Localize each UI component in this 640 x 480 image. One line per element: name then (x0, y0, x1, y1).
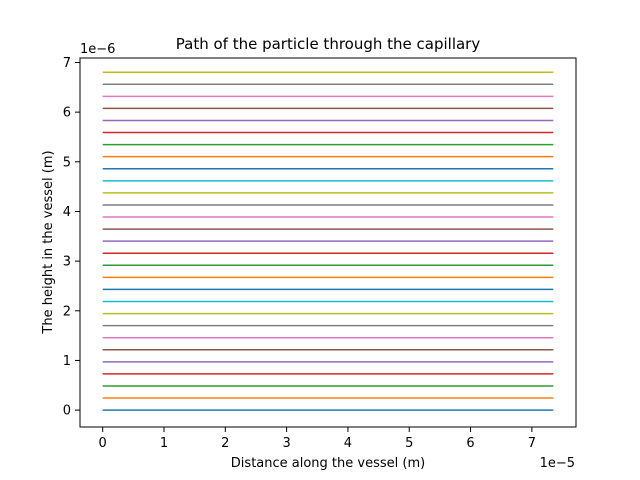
y-tick-label: 4 (63, 205, 71, 220)
x-tick-label: 6 (466, 436, 474, 451)
chart-title: Path of the particle through the capilla… (176, 35, 481, 53)
y-tick-label: 6 (63, 106, 71, 121)
y-offset-label: 1e−6 (80, 42, 115, 57)
x-tick-label: 5 (405, 436, 413, 451)
y-tick-label: 5 (63, 155, 71, 170)
y-axis-title: The height in the vessel (m) (41, 150, 56, 334)
y-tick-label: 1 (63, 354, 71, 369)
y-axis: 0 1 2 3 4 5 6 7 (63, 56, 80, 419)
x-axis-title: Distance along the vessel (m) (231, 456, 425, 471)
x-tick-label: 7 (528, 436, 536, 451)
series-layer (102, 71, 554, 411)
y-tick-label: 3 (63, 255, 71, 270)
y-tick-label: 7 (63, 56, 71, 71)
x-tick-label: 3 (282, 436, 290, 451)
x-tick-label: 1 (160, 436, 168, 451)
y-tick-label: 2 (63, 304, 71, 319)
plot-frame (79, 57, 577, 428)
x-tick-label: 2 (221, 436, 229, 451)
y-tick-label: 0 (63, 404, 71, 419)
x-tick-label: 0 (99, 436, 107, 451)
x-offset-label: 1e−5 (540, 456, 575, 471)
x-tick-label: 4 (344, 436, 352, 451)
x-axis: 0 1 2 3 4 5 6 7 (99, 427, 536, 451)
